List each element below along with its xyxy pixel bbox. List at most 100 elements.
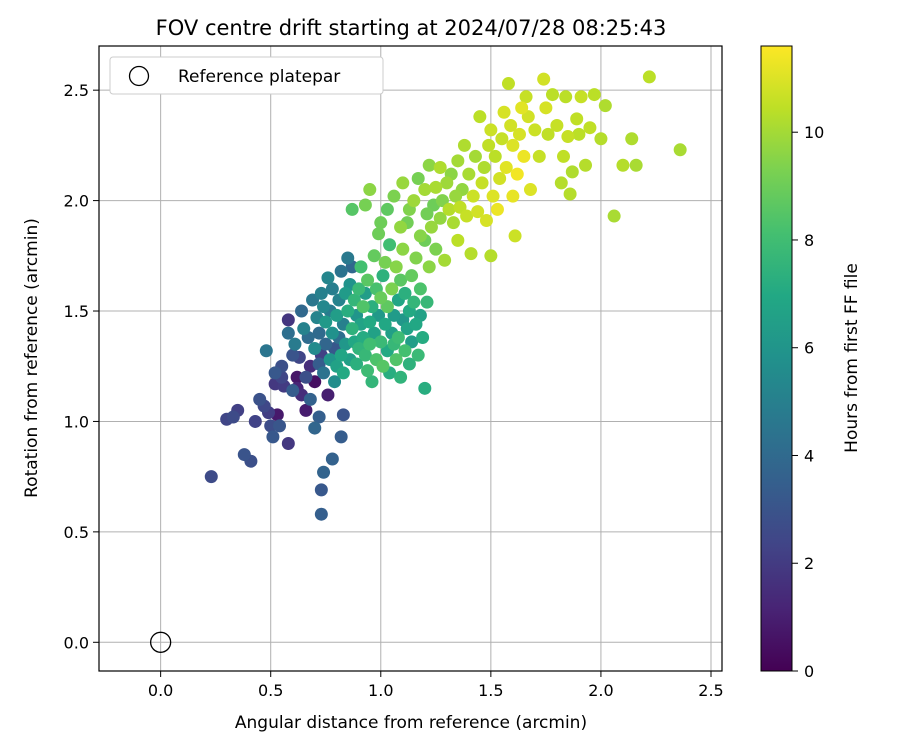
data-point	[528, 123, 542, 137]
data-point	[512, 127, 526, 141]
axes-frame	[98, 45, 723, 672]
data-point	[354, 260, 368, 274]
data-point	[396, 176, 410, 190]
data-point	[398, 286, 412, 300]
data-point	[517, 149, 531, 163]
legend-box	[109, 56, 384, 95]
data-point	[451, 233, 465, 247]
data-point	[625, 132, 639, 146]
data-point	[499, 160, 513, 174]
data-point	[321, 271, 335, 285]
data-point	[376, 359, 390, 373]
data-point	[490, 202, 504, 216]
data-point	[420, 295, 434, 309]
y-tick-label: 2.5	[64, 81, 89, 100]
data-point	[314, 507, 328, 521]
data-point	[477, 160, 491, 174]
data-point	[299, 370, 313, 384]
y-tick-label: 2.0	[64, 192, 89, 211]
data-point	[565, 165, 579, 179]
x-tick-label: 2.0	[588, 681, 613, 700]
data-point	[572, 127, 586, 141]
data-point	[334, 430, 348, 444]
chart-title: FOV centre drift starting at 2024/07/28 …	[156, 16, 667, 40]
data-point	[321, 388, 335, 402]
data-point	[409, 251, 423, 265]
data-point	[361, 273, 375, 287]
data-point	[312, 410, 326, 424]
data-point	[442, 202, 456, 216]
data-point	[539, 101, 553, 115]
data-point	[559, 90, 573, 104]
data-point	[460, 209, 474, 223]
data-point	[341, 251, 355, 265]
data-point	[325, 452, 339, 466]
data-point	[380, 300, 394, 314]
data-point	[288, 337, 302, 351]
data-point	[372, 227, 386, 241]
data-point	[435, 194, 449, 208]
data-point	[629, 158, 643, 172]
data-point	[306, 293, 320, 307]
data-point	[356, 300, 370, 314]
data-point	[281, 437, 295, 451]
data-point	[350, 357, 364, 371]
data-point	[556, 149, 570, 163]
data-point	[374, 335, 388, 349]
data-point	[407, 194, 421, 208]
data-point	[317, 300, 331, 314]
data-point	[446, 216, 460, 230]
data-point	[508, 229, 522, 243]
colorbar-tick-label: 0	[804, 662, 814, 681]
data-point	[363, 337, 377, 351]
x-tick-label: 0.5	[258, 681, 283, 700]
data-point	[367, 249, 381, 263]
data-point	[387, 189, 401, 203]
data-point	[281, 326, 295, 340]
data-point	[563, 187, 577, 201]
data-point	[367, 326, 381, 340]
data-point	[418, 381, 432, 395]
data-point	[413, 282, 427, 296]
data-point	[391, 331, 405, 345]
colorbar-ticks: 0 2 4 6 8 10	[792, 123, 824, 681]
colorbar-label: Hours from first FF file	[842, 263, 862, 453]
legend-label: Reference platepar	[178, 67, 340, 87]
data-point	[550, 119, 564, 133]
data-point	[594, 132, 608, 146]
data-point	[312, 326, 326, 340]
data-point	[328, 375, 342, 389]
x-axis-label: Angular distance from reference (arcmin)	[235, 713, 587, 733]
data-point	[317, 465, 331, 479]
data-point	[451, 154, 465, 168]
reference-marker	[149, 631, 172, 653]
data-point	[429, 180, 443, 194]
x-tick-label: 0.0	[148, 681, 173, 700]
data-point	[303, 392, 317, 406]
data-point	[418, 183, 432, 197]
y-tick-label: 1.0	[64, 412, 89, 431]
x-tick-label: 1.5	[478, 681, 503, 700]
data-point	[319, 315, 333, 329]
data-point	[281, 313, 295, 327]
data-point	[484, 249, 498, 263]
legend-marker	[128, 65, 150, 87]
data-point	[266, 430, 280, 444]
data-point	[433, 211, 447, 225]
data-point	[521, 110, 535, 124]
data-point	[336, 408, 350, 422]
colorbar: 0 2 4 6 8 10 Hours from first FF file	[760, 45, 862, 681]
data-point	[495, 132, 509, 146]
data-point	[462, 167, 476, 181]
colorbar-tick-label: 8	[804, 231, 814, 250]
data-point	[405, 335, 419, 349]
colorbar-tick-label: 6	[804, 339, 814, 358]
data-point	[409, 317, 423, 331]
data-point	[532, 149, 546, 163]
data-point	[497, 105, 511, 119]
data-point	[394, 220, 408, 234]
data-point	[411, 172, 425, 186]
data-point	[286, 348, 300, 362]
data-point	[295, 304, 309, 318]
data-point	[334, 264, 348, 278]
